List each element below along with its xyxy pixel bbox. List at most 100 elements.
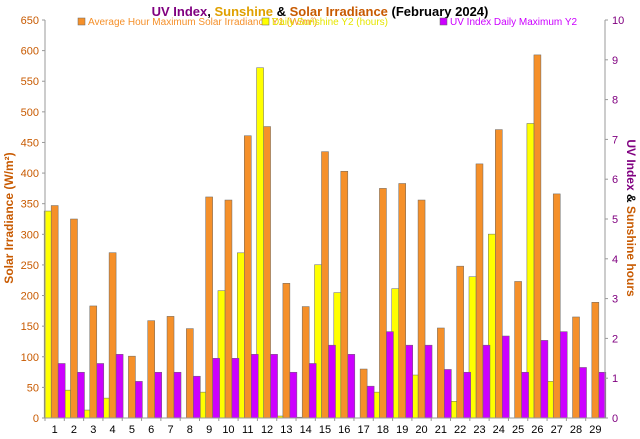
title-part-5: (February 2024) [388,4,488,19]
bar-s1-day-21 [437,327,445,419]
bar-s3-day-25 [521,371,529,419]
bar-s1-day-24 [495,129,503,419]
y-left-tick-label: 200 [21,291,39,303]
x-tick-label: 18 [377,424,389,436]
bar-s1-day-2 [70,218,78,419]
y-left-tick-label: 100 [21,352,39,364]
y-right-tick-label: 6 [612,174,618,186]
y-right-tick-label: 1 [612,373,618,385]
y-left-tick-label: 650 [21,15,39,27]
bar-s3-day-13 [289,371,298,419]
y-right-tick-label: 4 [612,254,618,266]
y-axis-label-right-part-0: UV Index [624,139,638,191]
x-tick-label: 17 [357,424,369,436]
y-left-tick-label: 250 [21,260,39,272]
x-tick-label: 14 [300,424,312,436]
bar-s1-day-28 [572,316,580,419]
y-left-tick-label: 600 [21,46,39,58]
bar-s1-day-11 [244,135,252,419]
x-tick-label: 2 [71,424,77,436]
y-left-tick-label: 350 [21,199,39,211]
bar-s3-day-10 [231,358,240,419]
x-tick-label: 24 [493,424,505,436]
bar-s3-day-9 [212,358,220,419]
series-3 [57,331,607,419]
bar-s3-day-21 [444,369,452,419]
bar-s3-day-16 [347,354,356,419]
x-tick-label: 28 [570,424,582,436]
bar-s3-day-6 [154,371,162,419]
title-part-1: , [207,4,214,19]
chart-title: UV Index, Sunshine & Solar Irradiance (F… [152,4,489,19]
bar-s1-day-3 [89,305,98,419]
bar-s1-day-4 [108,252,117,419]
y-right-tick-label: 2 [612,333,618,345]
bar-s3-day-23 [482,344,491,419]
title-part-2: Sunshine [215,4,274,19]
x-tick-label: 3 [90,424,96,436]
y-left-tick-label: 300 [21,229,39,241]
bar-s3-day-12 [270,354,278,419]
bar-s3-day-14 [308,363,317,419]
x-tick-label: 6 [148,424,154,436]
bar-s3-day-22 [463,371,471,419]
legend-label-3: UV Index Daily Maximum Y2 [450,17,578,28]
bar-s3-day-19 [405,344,413,419]
x-tick-label: 19 [396,424,408,436]
bar-s3-day-28 [579,367,587,419]
x-tick-label: 1 [52,424,58,436]
legend-label-1: Average Hour Maximum Solar Irradiance Y1… [88,17,317,28]
bar-s1-day-6 [147,320,155,419]
title-part-3: & [273,4,290,19]
bar-s1-day-8 [186,328,194,419]
bar-s1-day-18 [379,188,387,419]
bar-s1-day-19 [398,183,406,419]
plot-area [43,54,607,419]
y-right-tick-label: 7 [612,134,618,146]
y-left-tick-label: 0 [33,413,39,425]
x-tick-label: 8 [187,424,193,436]
x-tick-label: 27 [551,424,563,436]
bar-s1-day-20 [417,199,426,419]
y-left-tick-label: 150 [21,321,39,333]
x-tick-label: 7 [167,424,173,436]
legend-swatch-2 [261,17,270,26]
x-tick-label: 11 [242,424,253,436]
chart-axes: 0 50 100 150 200 250 300 350 400 450 500 550 600 650 0… [21,15,625,436]
bar-s1-day-27 [552,193,561,419]
bar-s3-day-15 [328,344,336,419]
x-tick-label: 29 [589,424,601,436]
bar-s3-day-4 [115,354,124,419]
x-tick-label: 26 [531,424,543,436]
y-right-tick-label: 0 [612,413,618,425]
bar-s1-day-26 [533,54,542,419]
bar-s1-day-13 [282,283,291,419]
bar-s1-day-14 [301,306,310,419]
bar-s1-day-9 [205,196,213,419]
x-tick-label: 21 [435,424,447,436]
bar-s3-day-26 [540,340,549,419]
y-axis-label-right: UV Index & Sunshine hours [624,139,638,297]
x-tick-label: 16 [338,424,350,436]
bar-s1-day-12 [263,126,271,419]
x-tick-label: 15 [319,424,331,436]
bar-s3-day-8 [193,375,201,419]
y-axis-label-right-part-2: Sunshine hours [624,206,638,297]
bar-s1-day-29 [591,302,600,419]
title-part-4: Solar Irradiance [290,4,388,19]
x-tick-label: 9 [206,424,212,436]
x-tick-label: 13 [280,424,292,436]
bar-s1-day-7 [166,316,175,419]
bar-s3-day-2 [77,371,85,419]
x-tick-label: 5 [129,424,135,436]
bar-s1-day-25 [514,281,522,419]
bar-s3-day-5 [135,381,143,419]
y-left-tick-label: 550 [21,76,39,88]
y-right-tick-label: 8 [612,95,618,107]
bar-s3-day-1 [57,363,66,419]
bar-s1-day-17 [359,368,368,419]
bar-s3-day-18 [386,331,394,419]
y-right-tick-label: 3 [612,294,618,306]
legend-label-2: Daily Sunshine Y2 (hours) [272,17,388,28]
